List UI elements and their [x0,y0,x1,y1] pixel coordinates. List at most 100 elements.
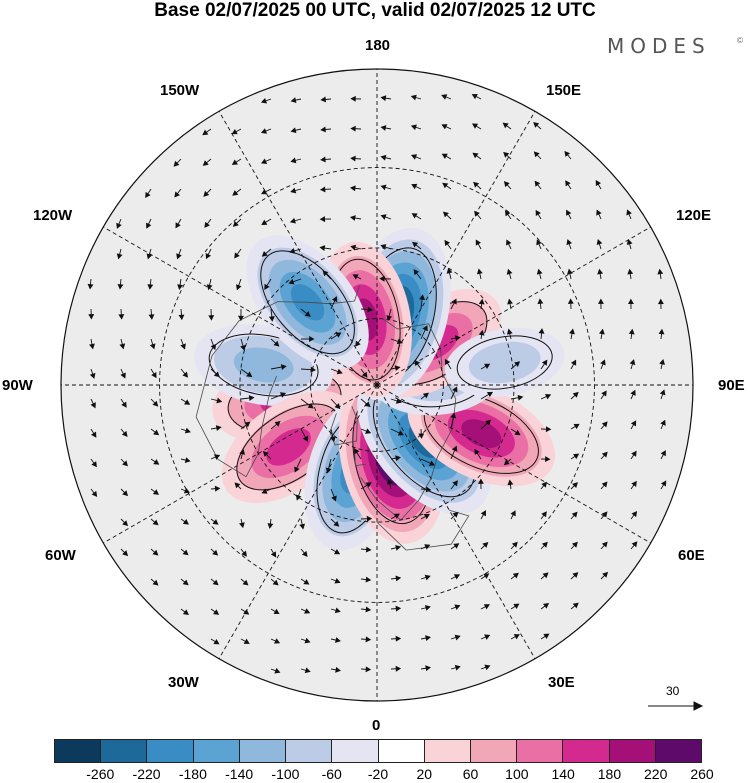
wind-arrow-icon [390,338,403,345]
wind-arrow-icon [267,518,274,529]
colorbar [54,739,702,763]
wind-arrow-icon [150,548,159,556]
wind-arrow-icon [540,511,547,520]
colorbar-tick-label: -20 [367,766,389,782]
wind-arrow-icon [150,518,159,526]
wind-arrow-icon [178,308,185,321]
wind-arrow-icon [420,392,429,400]
wind-arrow-icon [507,479,514,490]
wind-arrow-icon [90,458,97,468]
meridian-line [376,226,651,386]
wind-arrow-icon [352,274,362,280]
colorbar-swatch [101,740,148,762]
wind-arrow-icon [235,278,242,291]
wind-arrow-icon [360,482,372,490]
wind-arrow-icon [261,158,272,164]
wind-arrow-icon [180,518,189,525]
wind-arrow-icon [420,513,430,520]
wind-arrow-icon [290,187,302,194]
map-border [60,68,694,702]
wind-arrow-icon [570,482,578,490]
wind-arrow-icon [290,157,302,164]
wind-vectors [87,93,667,674]
wind-arrow-icon [507,298,513,310]
wind-arrow-icon [360,428,372,434]
wind-arrow-icon [410,124,422,131]
wind-arrow-icon [564,150,572,160]
wind-arrow-icon [390,365,401,372]
wind-arrow-icon [117,278,124,290]
wind-arrow-icon [360,576,372,583]
wind-arrow-icon [420,325,428,340]
wind-arrow-icon [540,572,549,580]
meridian-line [218,384,378,659]
registered-mark: © [737,36,743,45]
wind-arrow-icon [330,296,338,310]
wind-arrow-icon [540,603,550,610]
wind-arrow-icon [506,328,513,340]
wind-arrow-icon [150,428,160,436]
wind-arrow-icon [570,359,577,370]
wind-arrow-icon [174,188,182,198]
graticule [61,69,693,701]
wind-arrow-icon [148,308,155,320]
lon-label-120e: 120E [676,207,712,224]
wind-arrow-icon [120,488,129,497]
wind-arrow-icon [540,359,548,370]
wind-arrow-icon [210,638,220,645]
wind-arrow-icon [597,268,604,280]
anomaly-blob [407,380,556,487]
wind-arrow-icon [595,179,602,190]
wind-arrow-icon [270,364,287,370]
wind-arrow-icon [411,183,422,190]
wind-arrow-icon [480,604,490,610]
lon-label-30w: 30W [168,674,199,691]
wind-arrow-icon [478,298,485,310]
lon-label-0: 0 [372,717,381,734]
wind-arrow-icon [299,518,306,530]
wind-arrow-icon [240,421,251,430]
wind-arrow-icon [390,455,401,462]
colorbar-swatch [239,740,287,762]
wind-arrow-icon [629,359,636,370]
wind-arrow-icon [379,275,392,282]
wind-arrow-icon [442,211,452,220]
lon-label-60w: 60W [45,547,76,564]
wind-arrow-icon [450,386,458,400]
wind-arrow-icon [261,488,272,494]
wind-arrow-icon [510,541,518,550]
wind-arrow-icon [630,511,638,520]
wind-arrow-icon [570,602,579,610]
wind-arrow-icon [380,214,392,220]
colorbar-swatch [193,740,240,762]
wind-arrow-icon [658,328,665,340]
wind-arrow-icon [474,210,482,220]
wind-arrow-icon [390,428,404,436]
wind-arrow-icon [659,358,665,370]
wind-arrow-icon [176,248,182,260]
wind-arrow-icon [630,420,637,430]
wind-arrow-icon [203,188,212,197]
wind-arrow-icon [240,395,255,401]
wind-arrow-icon [480,664,491,671]
wind-arrow-icon [261,248,272,257]
colorbar-swatch [563,740,610,762]
meridian-line [218,111,378,386]
wind-arrow-icon [450,543,460,550]
colorbar-tick-label: 60 [462,766,479,782]
wind-arrow-icon [261,218,272,226]
wind-arrow-icon [444,358,452,370]
wind-arrow-icon [120,458,128,467]
wind-arrow-icon [350,244,362,251]
wind-arrow-icon [506,239,512,250]
wind-arrow-icon [630,389,636,400]
wind-arrow-icon [350,125,362,132]
wind-arrow-icon [630,450,637,460]
wind-arrow-icon [390,544,402,551]
wind-arrow-icon [480,363,491,370]
wind-arrow-icon [660,480,667,490]
wind-arrow-icon [330,607,341,614]
wind-arrow-icon [180,398,191,405]
wind-arrow-icon [270,638,281,644]
wind-arrow-icon [288,278,302,285]
